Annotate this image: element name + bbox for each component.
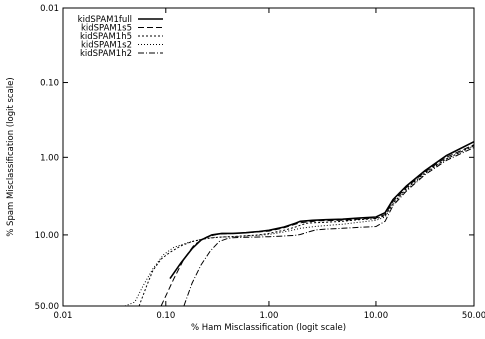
series-line-kidSPAM1h5 bbox=[138, 145, 475, 307]
x-tick-label: 50.00 bbox=[462, 311, 485, 321]
legend-label: kidSPAM1s5 bbox=[81, 24, 132, 34]
legend-label: kidSPAM1s2 bbox=[81, 41, 132, 51]
legend-label: kidSPAM1h5 bbox=[80, 32, 132, 42]
x-axis-label: % Ham Misclassification (logit scale) bbox=[191, 323, 346, 333]
series-line-kidSPAM1s2 bbox=[124, 145, 475, 307]
legend-label: kidSPAM1h2 bbox=[80, 49, 132, 59]
y-tick-label: 50.00 bbox=[35, 302, 59, 312]
y-tick-label: 0.10 bbox=[40, 79, 59, 89]
legend-label: kidSPAM1full bbox=[78, 15, 132, 25]
series-line-kidSPAM1h2 bbox=[183, 147, 475, 307]
series-line-kidSPAM1s5 bbox=[160, 144, 475, 307]
x-tick-label: 10.00 bbox=[364, 311, 388, 321]
series-line-kidSPAM1full bbox=[169, 140, 475, 280]
y-tick-label: 0.01 bbox=[40, 4, 59, 14]
y-axis-label: % Spam Misclassification (logit scale) bbox=[6, 77, 16, 236]
series-layer bbox=[124, 140, 475, 307]
y-tick-label: 1.00 bbox=[40, 153, 59, 163]
legend: kidSPAM1fullkidSPAM1s5kidSPAM1h5kidSPAM1… bbox=[78, 15, 163, 59]
axis-ticks: 0.01 0.10 1.00 10.00 50.000.010.101.0010.005… bbox=[35, 4, 485, 321]
x-tick-label: 0.01 bbox=[54, 311, 73, 321]
x-tick-label: 0.10 bbox=[156, 311, 175, 321]
x-tick-label: 1.00 bbox=[259, 311, 278, 321]
y-tick-label: 10.00 bbox=[35, 231, 59, 241]
